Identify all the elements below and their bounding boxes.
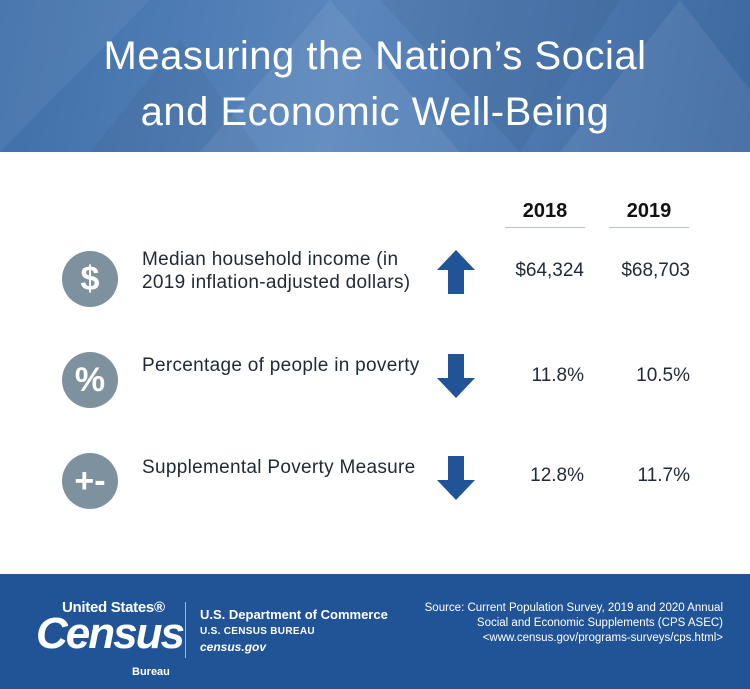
row-label: Supplemental Poverty Measure (142, 457, 416, 478)
website-link[interactable]: census.gov (200, 640, 267, 654)
source-note: Source: Current Population Survey, 2019 … (424, 602, 723, 644)
value-2019: $68,703 (621, 260, 690, 281)
column-header-2019: 2019 (609, 200, 689, 228)
logo-bureau: Bureau (132, 666, 170, 678)
logo-census: Census (36, 609, 185, 658)
department-name: U.S. Department of Commerce (200, 607, 388, 622)
footer: United States® Census Bureau U.S. Depart… (0, 574, 750, 689)
value-2018: $64,324 (515, 260, 584, 281)
header-banner: Measuring the Nation’s Social and Econom… (0, 0, 750, 152)
title-line-1: Measuring the Nation’s Social (103, 34, 647, 78)
department-info: U.S. Department of Commerce U.S. CENSUS … (200, 607, 388, 655)
title-line-2: and Economic Well-Being (140, 90, 610, 134)
plus-minus-icon: +- (62, 453, 118, 509)
row-label: Percentage of people in poverty (142, 355, 420, 376)
background-pattern (0, 0, 750, 152)
value-2018: 11.8% (531, 365, 584, 386)
value-2018: 12.8% (530, 465, 584, 486)
arrow-up-icon (437, 250, 475, 294)
arrow-down-icon (437, 456, 475, 500)
footer-divider (185, 602, 186, 658)
percent-icon: % (62, 352, 118, 408)
logo-united-states: United States® (62, 599, 165, 616)
dollar-icon: $ (62, 251, 118, 307)
arrow-down-icon (437, 354, 475, 398)
bureau-name: U.S. CENSUS BUREAU (200, 626, 315, 637)
value-2019: 11.7% (637, 465, 690, 486)
page-title: Measuring the Nation’s Social and Econom… (0, 28, 750, 140)
column-header-2018: 2018 (505, 200, 585, 228)
row-label: Median household income (in 2019 inflati… (142, 249, 411, 293)
value-2019: 10.5% (636, 365, 690, 386)
